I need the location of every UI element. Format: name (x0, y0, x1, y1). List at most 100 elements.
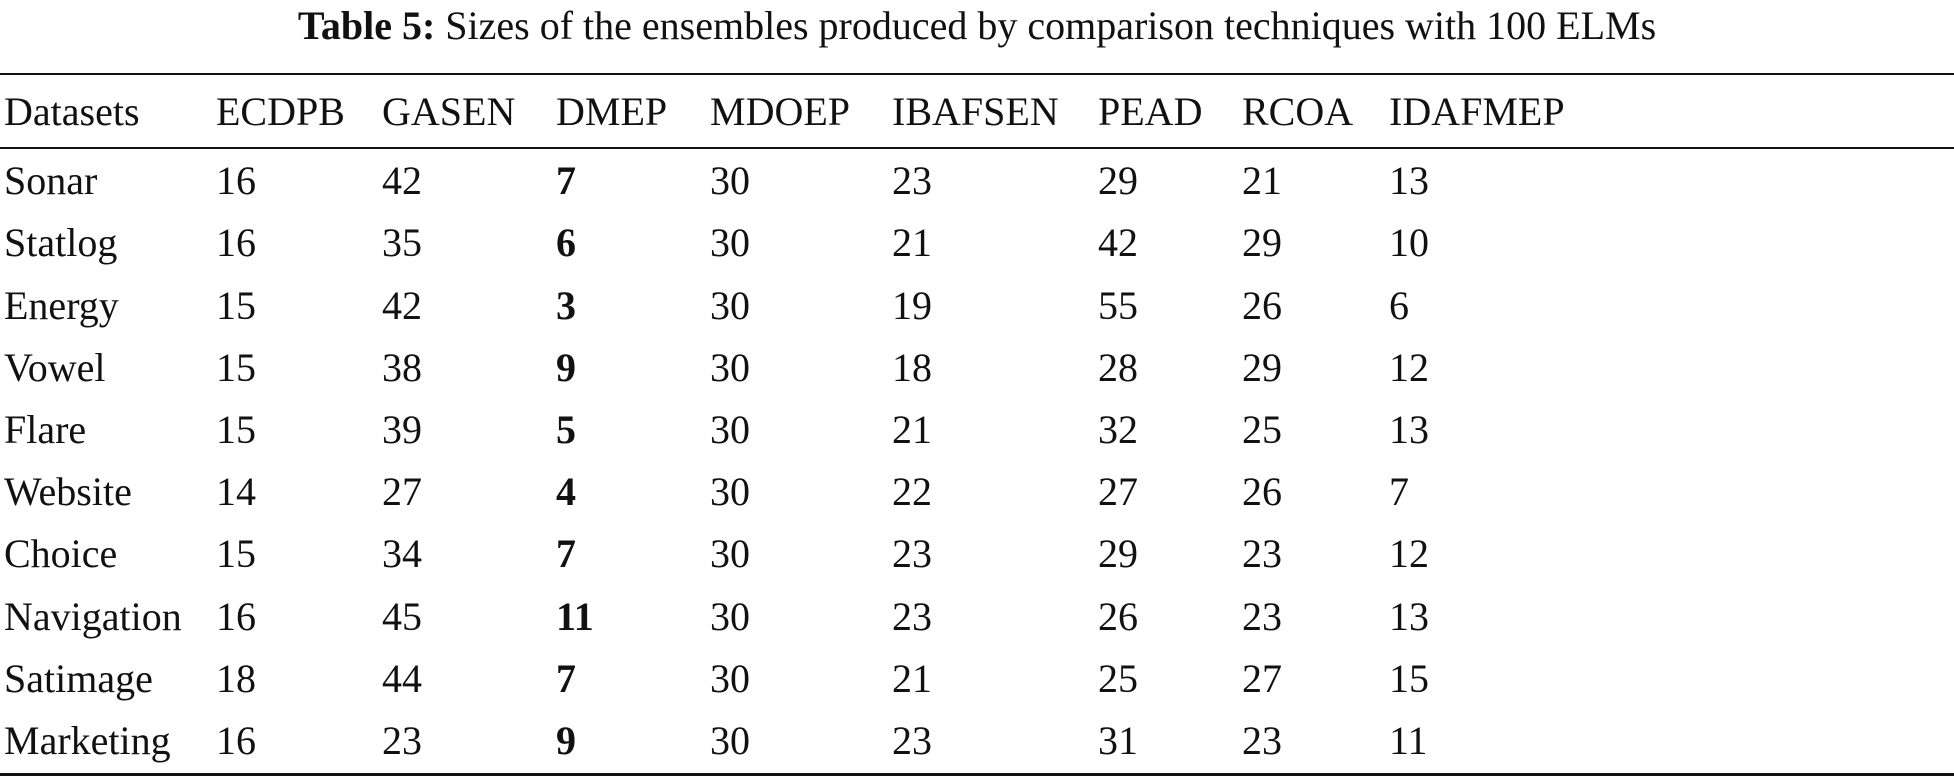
table-cell: 9 (556, 718, 576, 763)
table-cell: 29 (1242, 220, 1282, 265)
table-cell: 15 (216, 283, 256, 328)
column-header: PEAD (1098, 89, 1203, 134)
table-cell: 38 (382, 345, 422, 390)
table-cell: 42 (382, 283, 422, 328)
caption-label: Table 5: (297, 3, 436, 48)
table-cell: 16 (216, 594, 256, 639)
row-dataset-name: Choice (4, 531, 118, 576)
table-caption: Table 5: Sizes of the ensembles produced… (0, 2, 1954, 50)
row-dataset-name: Navigation (4, 594, 182, 639)
table-cell: 30 (710, 407, 750, 452)
column-header: RCOA (1242, 89, 1354, 134)
column-header: DMEP (556, 89, 668, 134)
table-cell: 26 (1242, 469, 1282, 514)
table-cell: 7 (1389, 469, 1409, 514)
table-cell: 26 (1242, 283, 1282, 328)
table-cell: 15 (216, 345, 256, 390)
table-cell: 55 (1098, 283, 1138, 328)
table-cell: 15 (1389, 656, 1429, 701)
table-cell: 22 (892, 469, 932, 514)
table-cell: 30 (710, 158, 750, 203)
table-cell: 31 (1098, 718, 1138, 763)
table-cell: 7 (556, 656, 576, 701)
row-dataset-name: Sonar (4, 158, 98, 203)
table-cell: 23 (892, 531, 932, 576)
header-rule (0, 147, 1954, 149)
table-cell: 44 (382, 656, 422, 701)
table-cell: 30 (710, 220, 750, 265)
table-cell: 13 (1389, 407, 1429, 452)
table-cell: 30 (710, 656, 750, 701)
table-cell: 39 (382, 407, 422, 452)
table-cell: 23 (382, 718, 422, 763)
table-cell: 30 (710, 345, 750, 390)
table-cell: 11 (1389, 718, 1428, 763)
row-dataset-name: Energy (4, 283, 119, 328)
table-cell: 42 (382, 158, 422, 203)
row-dataset-name: Statlog (4, 220, 118, 265)
table-cell: 10 (1389, 220, 1429, 265)
table-cell: 13 (1389, 594, 1429, 639)
table-cell: 7 (556, 158, 576, 203)
table-cell: 15 (216, 531, 256, 576)
table-cell: 30 (710, 283, 750, 328)
table-cell: 16 (216, 718, 256, 763)
row-dataset-name: Marketing (4, 718, 171, 763)
table-cell: 21 (892, 656, 932, 701)
column-header: Datasets (4, 89, 140, 134)
table-cell: 42 (1098, 220, 1138, 265)
table-cell: 11 (556, 594, 594, 639)
caption-text: Sizes of the ensembles produced by compa… (445, 3, 1657, 48)
table-cell: 13 (1389, 158, 1429, 203)
table-cell: 23 (892, 158, 932, 203)
table-cell: 23 (1242, 718, 1282, 763)
table-cell: 7 (556, 531, 576, 576)
table-cell: 5 (556, 407, 576, 452)
table-cell: 6 (556, 220, 576, 265)
table-cell: 27 (1098, 469, 1138, 514)
table-cell: 16 (216, 220, 256, 265)
table-cell: 25 (1242, 407, 1282, 452)
table-cell: 16 (216, 158, 256, 203)
table-cell: 27 (1242, 656, 1282, 701)
table-cell: 29 (1098, 158, 1138, 203)
column-header: MDOEP (710, 89, 851, 134)
table-cell: 21 (892, 407, 932, 452)
table-cell: 23 (1242, 531, 1282, 576)
table-cell: 12 (1389, 531, 1429, 576)
table-cell: 30 (710, 718, 750, 763)
table-cell: 3 (556, 283, 576, 328)
table-cell: 23 (892, 594, 932, 639)
table-cell: 34 (382, 531, 422, 576)
table-cell: 30 (710, 531, 750, 576)
row-dataset-name: Satimage (4, 656, 153, 701)
table-cell: 23 (1242, 594, 1282, 639)
table-cell: 27 (382, 469, 422, 514)
table-cell: 14 (216, 469, 256, 514)
table-cell: 29 (1242, 345, 1282, 390)
column-header: ECDPB (216, 89, 345, 134)
row-dataset-name: Website (4, 469, 132, 514)
table-cell: 6 (1389, 283, 1409, 328)
column-header: IDAFMEP (1389, 89, 1565, 134)
column-header: GASEN (382, 89, 516, 134)
table-cell: 19 (892, 283, 932, 328)
table-cell: 18 (216, 656, 256, 701)
table-cell: 29 (1098, 531, 1138, 576)
table-cell: 28 (1098, 345, 1138, 390)
table-cell: 9 (556, 345, 576, 390)
table-cell: 15 (216, 407, 256, 452)
table-cell: 45 (382, 594, 422, 639)
table-cell: 30 (710, 469, 750, 514)
table-cell: 26 (1098, 594, 1138, 639)
table-cell: 23 (892, 718, 932, 763)
table-cell: 32 (1098, 407, 1138, 452)
table-cell: 30 (710, 594, 750, 639)
table-cell: 4 (556, 469, 576, 514)
table-cell: 25 (1098, 656, 1138, 701)
row-dataset-name: Flare (4, 407, 87, 452)
row-dataset-name: Vowel (4, 345, 106, 390)
table-cell: 12 (1389, 345, 1429, 390)
table-cell: 35 (382, 220, 422, 265)
top-rule (0, 73, 1954, 75)
